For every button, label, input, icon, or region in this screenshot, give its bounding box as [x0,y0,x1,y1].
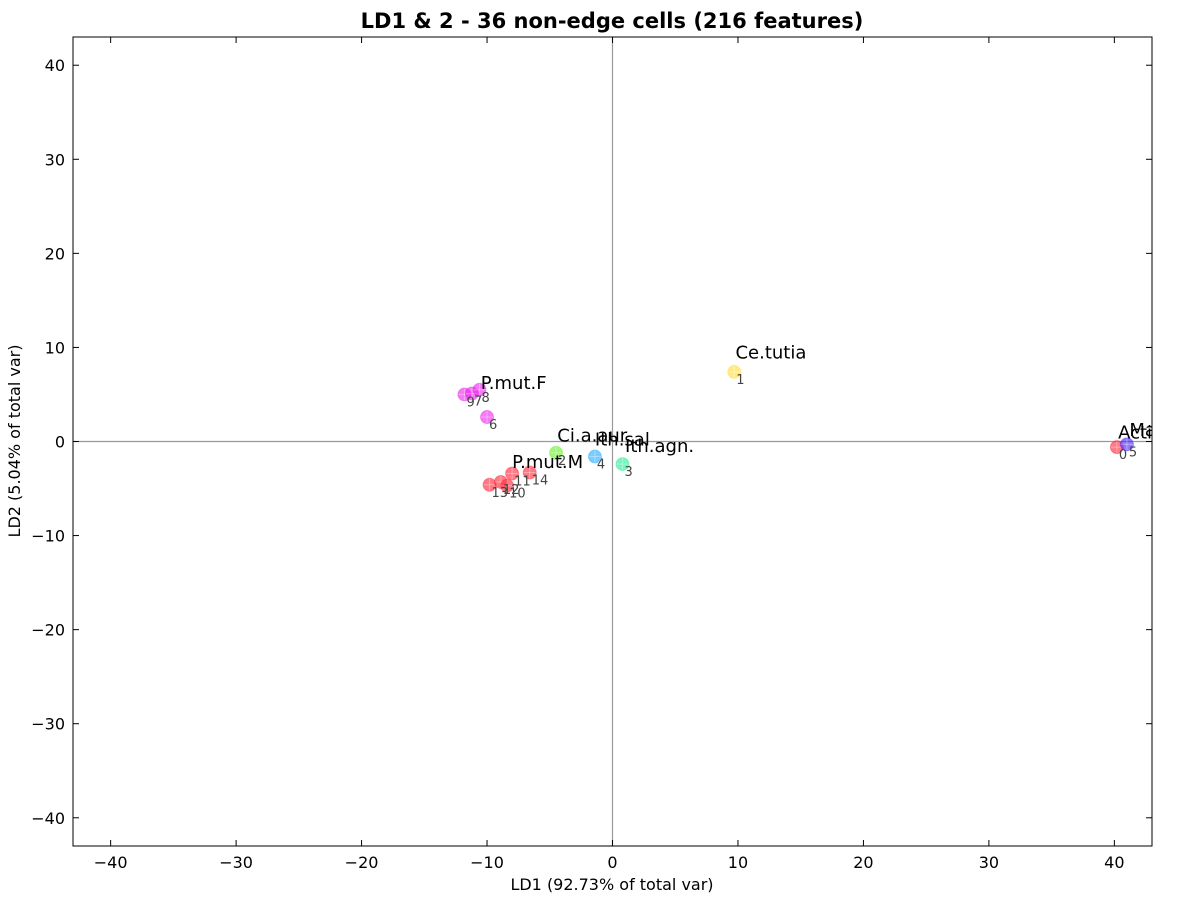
point-index-label: 2 [558,454,566,469]
x-tick-label: −10 [470,853,504,872]
y-tick-label: 0 [55,433,65,452]
scatter-point [472,382,487,397]
species-label: Actinote [1118,423,1193,444]
species-label: P.mut.F [481,373,547,394]
point-index-label: 8 [482,391,490,406]
x-axis-label: LD1 (92.73% of total var) [510,875,713,894]
species-label: Ith.sal [595,429,650,450]
x-tick-label: 10 [728,853,748,872]
point-index-label: 1 [736,373,744,388]
y-tick-label: 40 [45,56,65,75]
scatter-point [500,478,515,493]
x-tick-label: −20 [345,853,379,872]
x-tick-label: 20 [853,853,873,872]
y-tick-label: −10 [31,527,65,546]
scatter-point [522,465,537,480]
point-index-label: 0 [1119,448,1127,463]
point-index-label: 13 [492,486,509,501]
scatter-point [727,364,742,379]
point-index-label: 6 [489,418,497,433]
species-label: Marpesia [1129,420,1200,441]
x-tick-label: −30 [219,853,253,872]
point-index-label: 5 [1129,445,1137,460]
point-index-label: 14 [532,474,549,489]
y-tick-label: −40 [31,809,65,828]
scatter-point [1119,437,1134,452]
y-tick-label: −20 [31,621,65,640]
y-tick-label: −30 [31,715,65,734]
y-tick-label: 30 [45,150,65,169]
point-index-label: 4 [597,458,605,473]
point-index-label: 10 [509,487,526,502]
scatter-point [587,449,602,464]
y-tick-label: 10 [45,338,65,357]
scatter-point [505,466,520,481]
point-index-label: 3 [625,465,633,480]
chart-title: LD1 & 2 - 36 non-edge cells (216 feature… [361,9,864,33]
point-index-label: 9 [466,395,474,410]
species-label: Ith.agn. [625,436,694,457]
point-index-label: 7 [474,395,482,410]
species-label: P.mut.M [512,452,583,473]
point-index-label: 11 [514,474,531,489]
scatter-points [457,364,1134,493]
x-tick-label: 30 [979,853,999,872]
scatter-point [549,445,564,460]
species-label: Ci.a.aur. [557,426,631,447]
species-label: Ce.tutia [735,343,806,364]
point-index-label: 12 [503,483,520,498]
y-tick-label: 20 [45,244,65,263]
x-tick-label: 40 [1104,853,1124,872]
x-tick-label: −40 [94,853,128,872]
scatter-point [480,410,495,425]
zero-reference-lines [73,37,1152,846]
scatter-point [615,457,630,472]
x-tick-label: 0 [607,853,617,872]
axis-ticks: −40 −30 −20 −10 0 10 20 30 40−40−30−20−100102030… [31,37,1152,872]
y-axis-label: LD2 (5.04% of total var) [5,345,24,538]
